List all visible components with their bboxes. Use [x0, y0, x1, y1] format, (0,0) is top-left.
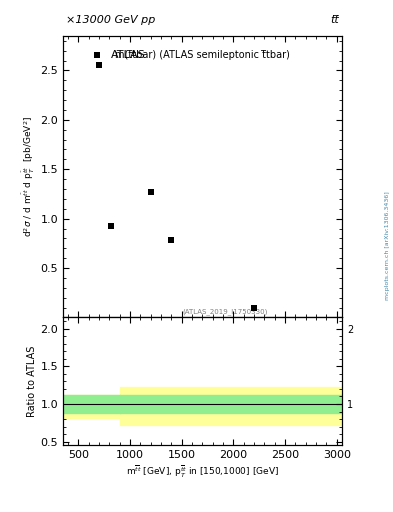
Text: tt̅: tt̅: [331, 14, 339, 25]
Point: [148, 188, 154, 196]
Point: [251, 304, 257, 312]
Text: m(t̅tbar) (ATLAS semileptonic t̅tbar): m(t̅tbar) (ATLAS semileptonic t̅tbar): [115, 50, 290, 60]
Point: [108, 222, 115, 230]
Point: [96, 61, 102, 70]
Text: (ATLAS_2019_I1750330): (ATLAS_2019_I1750330): [182, 308, 267, 314]
Text: mcplots.cern.ch [arXiv:1306.3436]: mcplots.cern.ch [arXiv:1306.3436]: [385, 191, 389, 300]
Point: [168, 236, 174, 244]
Legend: ATLAS: ATLAS: [83, 47, 149, 63]
Y-axis label: Ratio to ATLAS: Ratio to ATLAS: [28, 346, 37, 417]
Y-axis label: d$^2\sigma$ / d m$^{\bar{t}t}$ d p$_T^{\bar{t}t}$  [pb/GeV$^2$]: d$^2\sigma$ / d m$^{\bar{t}t}$ d p$_T^{\…: [21, 116, 37, 237]
Text: ×13000 GeV pp: ×13000 GeV pp: [66, 14, 155, 25]
X-axis label: m$^{\overline{t}t}$ [GeV], p$_T^{\overline{t}t}$ in [150,1000] [GeV]: m$^{\overline{t}t}$ [GeV], p$_T^{\overli…: [126, 463, 279, 480]
